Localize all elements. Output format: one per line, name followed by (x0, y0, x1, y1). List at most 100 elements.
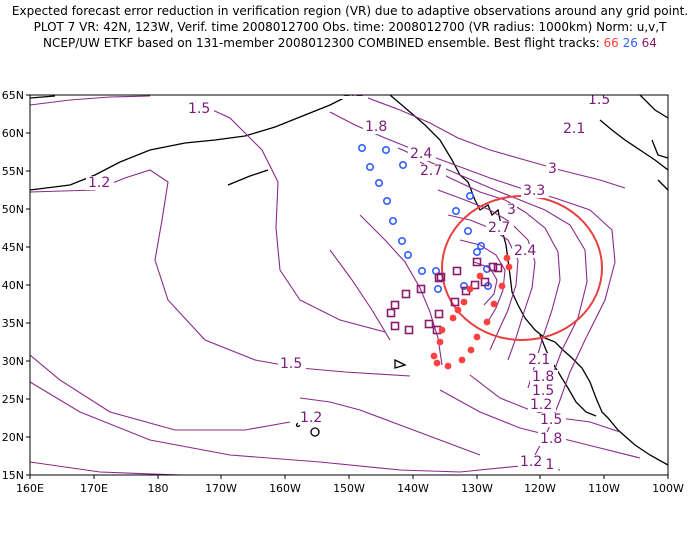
track-66-marker (503, 254, 511, 262)
track-64-marker (416, 284, 426, 294)
contour-label-bg (521, 184, 549, 198)
contour-label: 2.4 (514, 243, 536, 259)
lon-label: 160W (269, 482, 301, 495)
lon-label: 160E (16, 482, 44, 495)
lon-label: 140W (397, 482, 429, 495)
track-26-marker (381, 146, 390, 155)
track-26-marker (472, 248, 481, 257)
contour-label: 1.5 (280, 356, 302, 372)
contour-label: 1.8 (532, 369, 554, 385)
track-26-marker (465, 192, 474, 201)
flight-track-markers (357, 144, 513, 370)
lat-label: 50N (2, 203, 24, 216)
track-66-marker (449, 314, 457, 322)
track-26-marker (388, 217, 397, 226)
contour-label: 2.7 (420, 163, 442, 179)
track-26-marker (374, 179, 383, 188)
contour-label: 1.5 (540, 412, 562, 428)
track-26-marker (433, 284, 442, 293)
track-64-marker (493, 263, 503, 273)
contour-label-bg (278, 357, 306, 371)
lon-label: 170W (205, 482, 237, 495)
track-64-marker (390, 300, 400, 310)
contour-label: 2.1 (528, 352, 550, 368)
lon-label: 170E (80, 482, 108, 495)
track-26-marker (365, 163, 374, 172)
contour-label-bg (528, 398, 556, 412)
track-64-marker (390, 321, 400, 331)
contour-label-bg (418, 164, 446, 178)
track-26-marker (382, 197, 391, 206)
track-64-marker (472, 257, 482, 267)
track-64-marker (436, 272, 446, 282)
lon-label: 150W (333, 482, 365, 495)
track-66-marker (436, 338, 444, 346)
contour-label: 1.2 (530, 397, 552, 413)
track-64-marker (434, 309, 444, 319)
map-area: 1.21.51.2 1.51.8 2.12.42.7 33.332.72.42.11.… (30, 84, 668, 475)
lon-label: 130W (461, 482, 493, 495)
track-26-marker (451, 207, 460, 216)
track-66-marker (454, 306, 462, 314)
contour-label: 1.5 (532, 383, 554, 399)
contour-label: 1.8 (540, 431, 562, 447)
title-line-2: PLOT 7 VR: 42N, 123W, Verif. time 200801… (33, 20, 667, 34)
track-64-marker (450, 297, 460, 307)
track-64-label: 64 (641, 36, 657, 50)
lat-label: 45N (2, 241, 24, 254)
contour-labels: 1.21.51.2 1.51.8 2.12.42.7 33.332.72.42.11.… (86, 84, 614, 473)
track-66-marker (498, 282, 506, 290)
track-66-marker (458, 356, 466, 364)
contour-label-bg (298, 411, 326, 425)
track-66-marker (490, 300, 498, 308)
track-66-marker (476, 272, 484, 280)
title-line-1: Expected forecast error reduction in ver… (11, 4, 689, 18)
track-66-marker (438, 326, 446, 334)
contour-label-bg (538, 432, 566, 446)
contour-label-bg (505, 203, 517, 217)
contour-label: 3 (548, 161, 557, 177)
contour-label-bg (586, 95, 614, 107)
lat-label: 20N (2, 431, 24, 444)
contour-label: 1.2 (88, 175, 110, 191)
contour-label-bg (530, 370, 558, 384)
contour-label: 2.1 (563, 121, 585, 137)
contour-label: 1.5 (588, 92, 610, 108)
contour-label: 2.7 (488, 220, 510, 236)
lat-label: 65N (2, 89, 24, 102)
lat-label: 55N (2, 165, 24, 178)
contour-label: 1.8 (365, 119, 387, 135)
contour-label-bg (538, 413, 566, 427)
coastlines (30, 95, 668, 466)
track-26-label: 26 (622, 36, 638, 50)
track-66-marker (444, 362, 452, 370)
track-26-marker (463, 227, 472, 236)
track-26-marker (397, 237, 406, 246)
track-26-marker (403, 251, 412, 260)
track-64-marker (424, 319, 434, 329)
contour-label-bg (512, 244, 540, 258)
track-26-marker (459, 281, 468, 290)
contour-label-bg (363, 120, 391, 134)
track-26-marker (398, 161, 407, 170)
track-66-label: 66 (603, 36, 619, 50)
track-64-marker (488, 262, 498, 272)
contour-label-bg (546, 162, 558, 176)
track-66-marker (483, 318, 491, 326)
contour-label-bg (408, 147, 436, 161)
track-64-marker (401, 289, 411, 299)
contour-label: 3 (507, 202, 516, 218)
contour-label: 1.2 (342, 84, 364, 100)
track-66-marker (460, 298, 468, 306)
contour-label-bg (86, 176, 114, 190)
map-frame (29, 94, 669, 476)
lat-label: 40N (2, 279, 24, 292)
track-66-marker (505, 263, 513, 271)
track-64-marker (404, 325, 414, 335)
track-26-marker (417, 266, 426, 275)
title-line-3: NCEP/UW ETKF based on 131-member 2008012… (0, 36, 700, 50)
contour-label: 2.4 (410, 146, 432, 162)
lat-label: 25N (2, 393, 24, 406)
